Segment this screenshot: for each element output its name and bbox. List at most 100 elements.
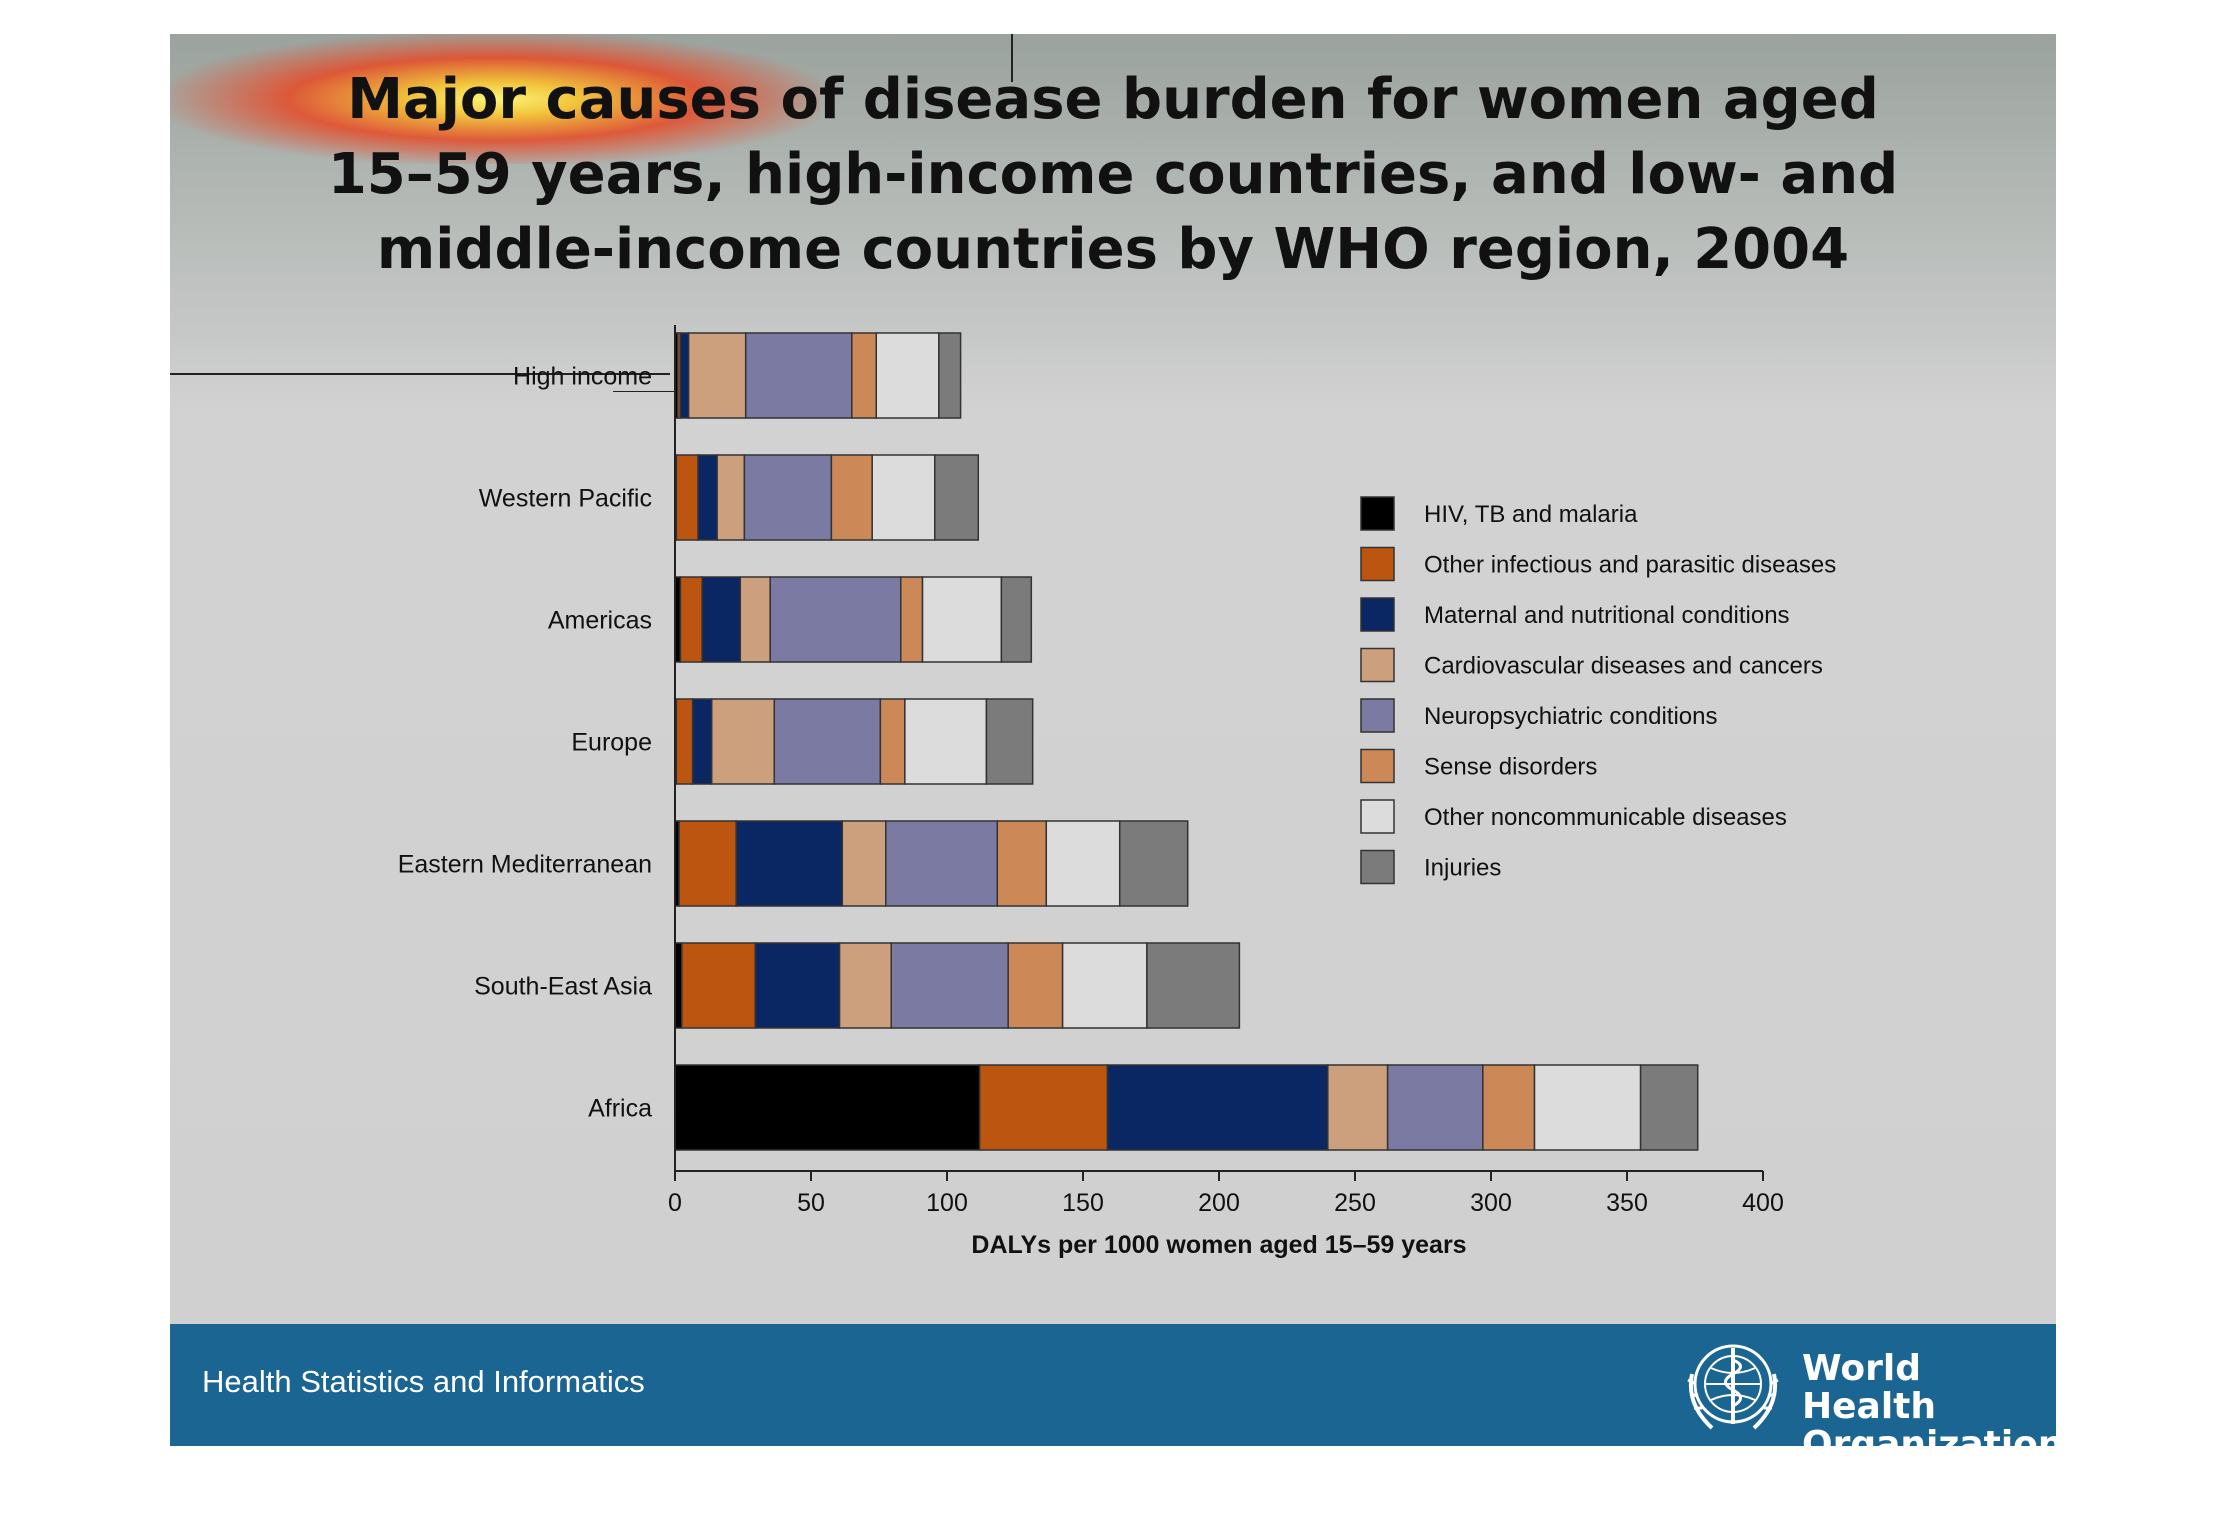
chart-title: Major causes of disease burden for women… — [170, 62, 2056, 287]
legend-label-other-noncommunicable-diseases: Other noncommunicable diseases — [1424, 804, 1787, 831]
legend-label-injuries: Injuries — [1424, 855, 1501, 882]
bar-segment-eastern-mediterranean-sense-disorders — [996, 820, 1048, 907]
bar-segment-africa-sense-disorders — [1482, 1064, 1536, 1151]
bar-segment-high-income-cardiovascular-diseases-and-cancers — [687, 332, 747, 419]
bar-segment-americas-other-infectious-and-parasitic-diseases — [679, 576, 703, 663]
stacked-bar-chart: High income Western Pacific Americas Europe… — [398, 325, 1836, 1259]
bar-segment-americas-maternal-and-nutritional-conditions — [701, 576, 742, 663]
bar-segment-europe-sense-disorders — [879, 698, 906, 785]
bar-segment-europe-other-infectious-and-parasitic-diseases — [675, 698, 694, 785]
who-emblem-icon — [1687, 1344, 1779, 1430]
bar-segment-eastern-mediterranean-maternal-and-nutritional-conditions — [735, 820, 844, 907]
bar-segment-western-pacific-cardiovascular-diseases-and-cancers — [716, 454, 746, 541]
bar-segment-south-east-asia-injuries — [1146, 942, 1241, 1029]
category-label-western-pacific: Western Pacific — [479, 485, 652, 513]
bar-segment-africa-other-infectious-and-parasitic-diseases — [978, 1064, 1109, 1151]
legend-swatch-cardiovascular-diseases-and-cancers — [1360, 647, 1395, 683]
title-line-2: 15–59 years, high-income countries, and … — [327, 142, 1899, 207]
bar-segment-eastern-mediterranean-injuries — [1118, 820, 1189, 907]
bar-segment-africa-other-noncommunicable-diseases — [1533, 1064, 1642, 1151]
x-tick-label-50: 50 — [797, 1189, 825, 1217]
legend-swatch-maternal-and-nutritional-conditions — [1360, 597, 1395, 632]
highlight-glow — [170, 34, 820, 164]
bar-segment-eastern-mediterranean-neuropsychiatric-conditions — [885, 820, 999, 907]
bar-segment-western-pacific-sense-disorders — [830, 454, 873, 541]
bar-segment-south-east-asia-maternal-and-nutritional-conditions — [754, 942, 841, 1029]
bar-segment-eastern-mediterranean-other-noncommunicable-diseases — [1045, 820, 1121, 907]
legend-swatch-neuropsychiatric-conditions — [1360, 698, 1395, 733]
bar-segment-europe-maternal-and-nutritional-conditions — [691, 698, 713, 785]
org-name: World Health Organization — [1802, 1348, 2056, 1447]
category-label-eastern-mediterranean: Eastern Mediterranean — [398, 851, 652, 879]
bar-segment-africa-cardiovascular-diseases-and-cancers — [1327, 1064, 1389, 1151]
bar-segment-eastern-mediterranean-cardiovascular-diseases-and-cancers — [841, 820, 887, 907]
bar-segment-africa-hiv-tb-and-malaria — [674, 1064, 981, 1151]
x-tick-label-400: 400 — [1742, 1189, 1784, 1217]
legend-swatch-hiv-tb-and-malaria — [1360, 496, 1395, 531]
legend-label-sense-disorders: Sense disorders — [1424, 754, 1597, 781]
x-tick-label-200: 200 — [1198, 1189, 1240, 1217]
bar-segment-europe-other-noncommunicable-diseases — [904, 698, 988, 785]
bar-segment-high-income-injuries — [938, 332, 962, 419]
bar-segment-americas-sense-disorders — [900, 576, 924, 663]
bar-segment-americas-other-noncommunicable-diseases — [921, 576, 1003, 663]
bar-segment-eastern-mediterranean-other-infectious-and-parasitic-diseases — [678, 820, 737, 907]
category-label-europe: Europe — [571, 729, 652, 757]
legend: HIV, TB and malaria Other infectious and … — [1360, 496, 1836, 885]
bar-segment-western-pacific-maternal-and-nutritional-conditions — [697, 454, 718, 541]
x-axis-title: DALYs per 1000 women aged 15–59 years — [971, 1231, 1466, 1259]
legend-label-hiv-tb-and-malaria: HIV, TB and malaria — [1424, 501, 1638, 528]
category-label-south-east-asia: South-East Asia — [474, 973, 652, 1001]
bar-segment-south-east-asia-neuropsychiatric-conditions — [890, 942, 1009, 1029]
title-line-3: middle-income countries by WHO region, 2… — [376, 217, 1850, 282]
bar-segment-high-income-maternal-and-nutritional-conditions — [679, 332, 690, 419]
legend-label-cardiovascular-diseases-and-cancers: Cardiovascular diseases and cancers — [1424, 653, 1823, 680]
category-label-high-income: High income — [513, 363, 652, 391]
legend-swatch-other-infectious-and-parasitic-diseases — [1360, 546, 1395, 582]
bar-segment-europe-neuropsychiatric-conditions — [773, 698, 882, 785]
category-label-americas: Americas — [548, 607, 652, 635]
bar-segment-high-income-other-noncommunicable-diseases — [875, 332, 940, 419]
bar-segment-americas-cardiovascular-diseases-and-cancers — [739, 576, 771, 663]
x-tick-label-250: 250 — [1334, 1189, 1376, 1217]
bar-segment-africa-injuries — [1639, 1064, 1699, 1151]
legend-swatch-other-noncommunicable-diseases — [1360, 799, 1395, 834]
legend-label-neuropsychiatric-conditions: Neuropsychiatric conditions — [1424, 703, 1717, 730]
bar-segment-western-pacific-neuropsychiatric-conditions — [743, 454, 833, 541]
x-tick-label-150: 150 — [1062, 1189, 1104, 1217]
bar-segment-south-east-asia-sense-disorders — [1007, 942, 1064, 1029]
bar-segment-south-east-asia-other-infectious-and-parasitic-diseases — [681, 942, 756, 1029]
bar-segment-americas-neuropsychiatric-conditions — [769, 576, 902, 663]
x-tick-label-0: 0 — [668, 1189, 682, 1217]
x-tick-label-300: 300 — [1470, 1189, 1512, 1217]
x-tick-label-100: 100 — [926, 1189, 968, 1217]
bar-segment-africa-neuropsychiatric-conditions — [1386, 1064, 1484, 1151]
bar-segment-western-pacific-other-infectious-and-parasitic-diseases — [675, 454, 699, 541]
legend-label-maternal-and-nutritional-conditions: Maternal and nutritional conditions — [1424, 602, 1790, 629]
bar-segment-americas-injuries — [1000, 576, 1033, 663]
bar-segment-western-pacific-injuries — [934, 454, 980, 541]
footer-department-label: Health Statistics and Informatics — [202, 1364, 645, 1399]
legend-swatch-sense-disorders — [1360, 748, 1395, 784]
bar-segment-south-east-asia-hiv-tb-and-malaria — [674, 942, 683, 1029]
x-axis: 0 50 100 150 200 250 300 350 400 DALYs per 1000 w… — [668, 325, 1784, 1259]
bars-group — [674, 332, 1699, 1151]
bar-segment-europe-injuries — [985, 698, 1034, 785]
decor-line-vertical — [1011, 34, 1013, 82]
slide: Major causes of disease burden for women… — [170, 34, 2056, 1446]
category-labels: High income Western Pacific Americas Europe… — [398, 363, 652, 1123]
bar-segment-high-income-sense-disorders — [851, 332, 878, 419]
bar-segment-high-income-neuropsychiatric-conditions — [744, 332, 853, 419]
bar-segment-south-east-asia-other-noncommunicable-diseases — [1061, 942, 1148, 1029]
org-name-line-1: World Health — [1802, 1348, 1937, 1427]
org-name-line-2: Organization — [1802, 1424, 2056, 1447]
bar-segment-europe-cardiovascular-diseases-and-cancers — [710, 698, 776, 785]
category-label-africa: Africa — [588, 1095, 652, 1123]
legend-label-other-infectious-and-parasitic-diseases: Other infectious and parasitic diseases — [1424, 552, 1836, 579]
footer-bar: Health Statistics and Informatics World … — [170, 1324, 2056, 1446]
bar-segment-western-pacific-other-noncommunicable-diseases — [871, 454, 936, 541]
legend-swatch-injuries — [1360, 849, 1395, 885]
decor-line-horizontal — [170, 373, 670, 375]
bar-segment-africa-maternal-and-nutritional-conditions — [1106, 1064, 1329, 1151]
bar-segment-south-east-asia-cardiovascular-diseases-and-cancers — [838, 942, 892, 1029]
